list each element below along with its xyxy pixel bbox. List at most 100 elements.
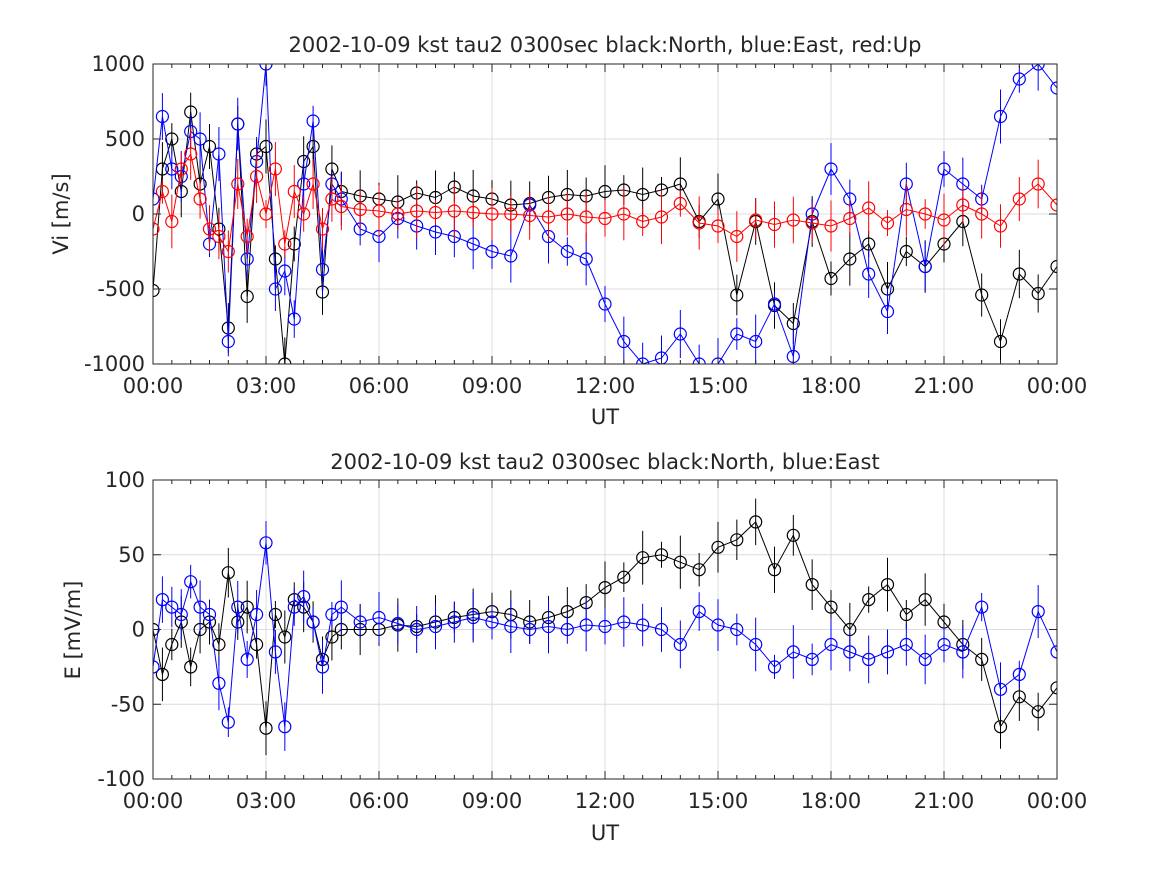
velocity-data-point — [899, 244, 913, 259]
velocity-data-point — [617, 334, 631, 349]
efield-y-ticks: -100 -50 0 50 100 — [97, 468, 1057, 791]
efield-data-point — [749, 515, 763, 529]
velocity-data-point — [956, 198, 970, 212]
velocity-data-point — [193, 192, 207, 206]
velocity-data-point — [202, 222, 217, 236]
efield-x-tick-label: 12:00 — [575, 789, 636, 813]
velocity-data-point — [617, 207, 631, 221]
velocity-data-point — [560, 207, 574, 221]
efield-data-point — [993, 720, 1008, 734]
efield-data-point — [692, 604, 706, 619]
velocity-data-point — [598, 211, 612, 226]
efield-data-point — [560, 622, 574, 637]
efield-data-point — [212, 676, 226, 690]
velocity-y-tick-label: 1000 — [92, 52, 145, 76]
efield-x-axis-label: UT — [591, 821, 619, 845]
velocity-data-point — [786, 316, 800, 331]
efield-data-point — [193, 600, 207, 614]
efield-data-point — [184, 660, 198, 674]
velocity-chart-title: 2002-10-09 kst tau2 0300sec black:North,… — [289, 33, 922, 57]
velocity-data-point — [692, 357, 706, 364]
velocity-data-point — [315, 222, 330, 236]
velocity-data-point — [466, 205, 480, 220]
efield-data-point — [165, 637, 179, 652]
velocity-data-point — [749, 334, 763, 349]
velocity-data-point — [730, 327, 744, 341]
velocity-data-point — [711, 192, 725, 206]
efield-data-point — [786, 645, 800, 659]
efield-data-point — [805, 652, 819, 667]
velocity-data-point — [287, 237, 301, 251]
efield-y-tick-label: 100 — [105, 468, 145, 492]
velocity-data-point — [824, 219, 838, 233]
velocity-data-point — [975, 288, 989, 302]
efield-data-point — [918, 592, 932, 607]
velocity-y-axis-label: Vi [m/s] — [49, 173, 73, 254]
velocity-x-tick-label: 03:00 — [236, 374, 297, 398]
efield-data-point — [268, 607, 282, 622]
efield-data-point — [975, 600, 989, 614]
velocity-data-point — [287, 184, 301, 199]
efield-x-tick-label: 21:00 — [914, 789, 975, 813]
velocity-data-point — [636, 357, 650, 364]
velocity-data-point — [221, 244, 235, 259]
efield-data-point — [541, 619, 556, 634]
efield-data-point — [692, 563, 706, 577]
velocity-data-point — [410, 204, 424, 218]
velocity-data-point — [824, 162, 838, 176]
efield-data-point — [155, 592, 169, 607]
velocity-data-point — [268, 252, 282, 266]
efield-x-tick-label: 18:00 — [801, 789, 862, 813]
velocity-data-point — [1012, 267, 1026, 281]
velocity-data-point — [880, 304, 895, 319]
velocity-data-point — [862, 201, 876, 215]
velocity-x-ticks: 00:00 03:00 06:00 09:00 12:00 15:00 18:00 21:00… — [123, 64, 1087, 398]
efield-data-point — [711, 540, 725, 554]
velocity-data-point — [391, 207, 405, 221]
efield-x-tick-label: 00:00 — [123, 789, 184, 813]
efield-series-line — [153, 542, 1057, 727]
efield-data-point — [937, 637, 951, 652]
velocity-data-point — [485, 207, 499, 221]
velocity-data-point — [268, 162, 282, 176]
efield-data-point — [956, 645, 970, 659]
velocity-data-point — [297, 207, 311, 221]
velocity-data-point — [654, 351, 669, 364]
efield-data-point — [1050, 681, 1057, 695]
efield-data-point — [975, 652, 989, 667]
efield-data-point — [862, 592, 876, 607]
efield-x-ticks: 00:00 03:00 06:00 09:00 12:00 15:00 18:00 21:00… — [123, 480, 1088, 813]
efield-data-point — [287, 600, 301, 614]
efield-y-tick-label: -100 — [97, 767, 145, 791]
velocity-data-point — [937, 162, 951, 176]
efield-data-point — [711, 618, 725, 632]
efield-y-tick-label: 50 — [118, 543, 145, 567]
velocity-data-point — [730, 288, 744, 302]
efield-y-tick-label: 0 — [132, 618, 145, 642]
velocity-data-point — [730, 229, 744, 244]
efield-data-point — [843, 645, 857, 659]
efield-data-point — [654, 548, 669, 562]
efield-data-point — [598, 619, 612, 634]
velocity-data-point — [165, 214, 179, 229]
efield-data-point — [767, 660, 782, 674]
velocity-data-point — [231, 177, 245, 191]
velocity-data-point — [428, 225, 443, 239]
efield-data-point — [786, 528, 800, 542]
efield-data-point — [410, 622, 424, 637]
velocity-data-point — [541, 210, 556, 224]
efield-data-point — [325, 607, 339, 622]
efield-data-point — [155, 667, 169, 682]
velocity-data-point — [278, 237, 292, 251]
efield-data-point — [250, 607, 264, 622]
efield-data-point — [1031, 604, 1045, 619]
efield-data-point — [202, 607, 217, 622]
velocity-data-point — [1050, 198, 1057, 212]
efield-x-tick-label: 00:00 — [1027, 789, 1088, 813]
efield-data-point — [824, 637, 838, 652]
velocity-data-point — [202, 139, 217, 154]
velocity-data-point — [805, 216, 819, 230]
velocity-data-point — [184, 147, 198, 161]
velocity-data-point — [353, 202, 367, 217]
